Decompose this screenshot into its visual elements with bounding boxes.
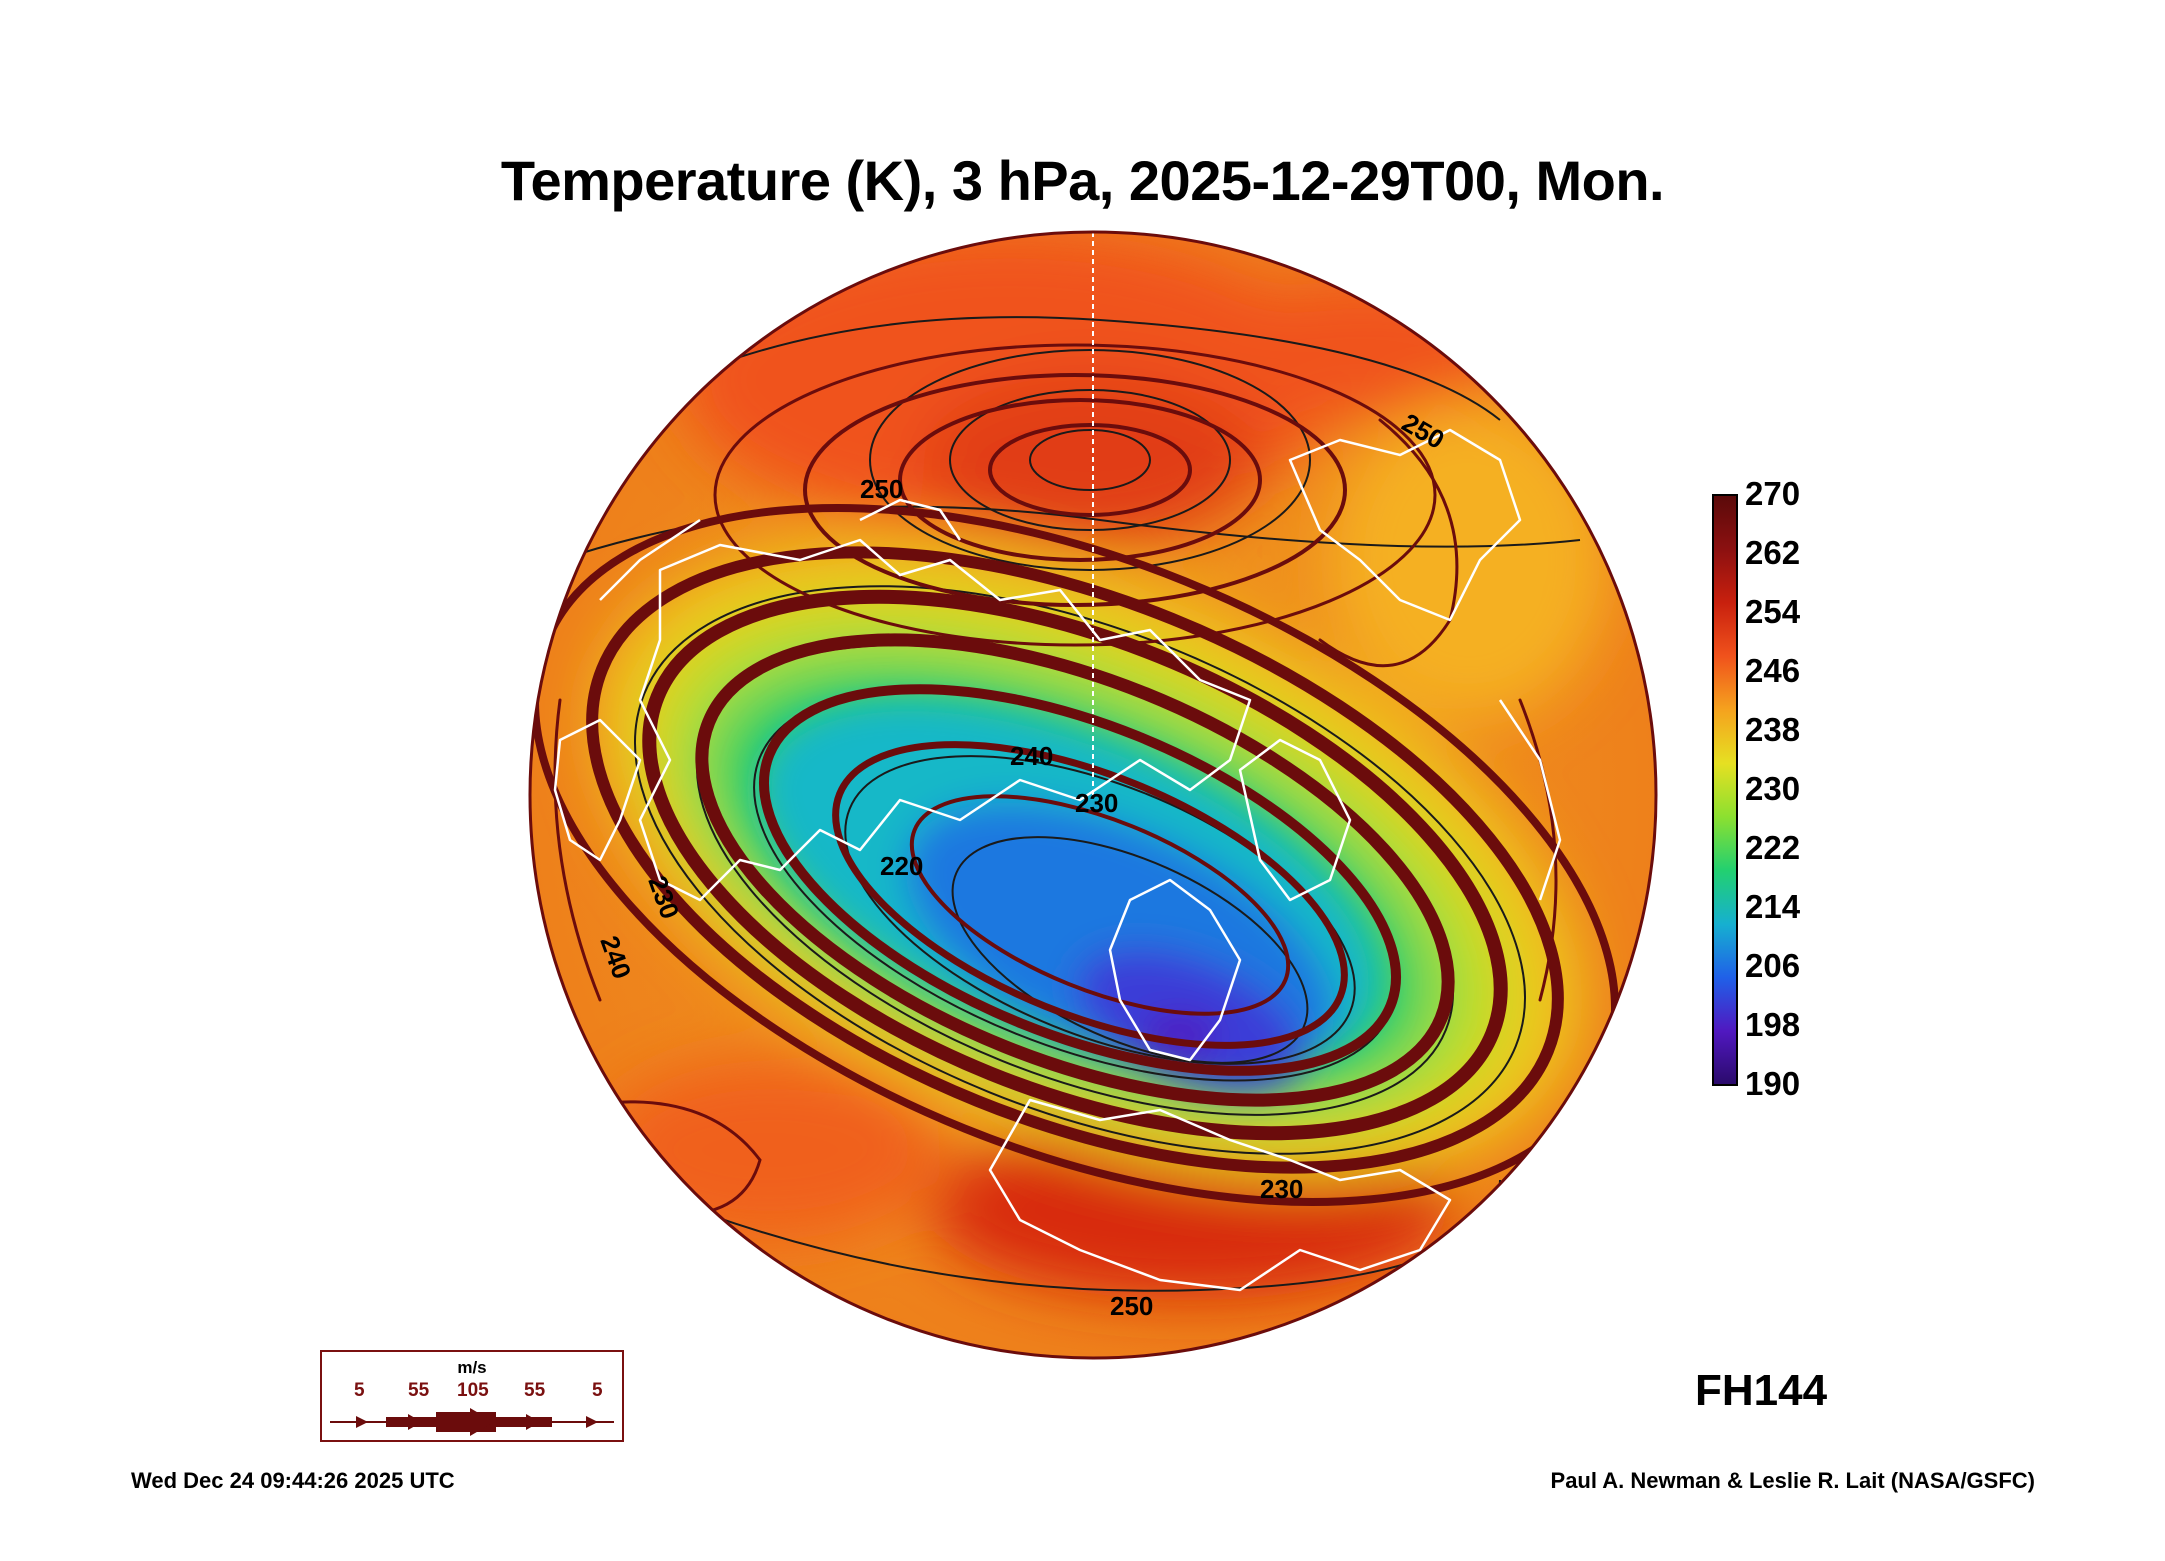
colorbar-label: 254 [1745,593,1801,630]
map-title: Temperature (K), 3 hPa, 2025-12-29T00, M… [500,149,1665,212]
colorbar-label: 246 [1745,652,1801,689]
wind-speed-legend: m/s 5 55 105 55 5 [320,1350,624,1442]
svg-text:230: 230 [1075,788,1118,818]
svg-text:250: 250 [1110,1291,1153,1321]
temperature-field: 250 250 240 230 220 230 240 230 250 240 [530,232,1656,1358]
coastlines [553,428,1562,1292]
wind-streamlines [531,343,1619,1216]
colorbar-label: 230 [1745,770,1801,807]
generation-timestamp: Wed Dec 24 09:44:26 2025 UTC [131,1468,455,1493]
credit-line: Paul A. Newman & Leslie R. Lait (NASA/GS… [1550,1468,2035,1493]
colorbar [1712,494,1738,1086]
wind-legend-value: 5 [354,1380,365,1401]
wind-legend-value: 55 [408,1380,430,1401]
svg-text:230: 230 [1260,1174,1303,1204]
svg-text:220: 220 [880,851,923,881]
colorbar-label: 222 [1745,829,1801,866]
colorbar-label: 270 [1745,475,1801,512]
svg-text:240: 240 [1010,741,1053,771]
wind-legend-arrow [330,1408,614,1436]
colorbar-label: 238 [1745,711,1801,748]
colorbar-label: 198 [1745,1006,1801,1043]
globe-outline [528,230,1658,1360]
colorbar-label: 206 [1745,947,1801,984]
wind-legend-value: 55 [524,1380,546,1401]
wind-legend-value: 105 [457,1380,489,1401]
colorbar-label: 214 [1745,888,1801,925]
colorbar-label: 190 [1745,1065,1801,1102]
forecast-hour-label: FH144 [1695,1366,1828,1415]
colorbar-label: 262 [1745,534,1801,571]
wind-legend-value: 5 [592,1380,603,1401]
svg-text:250: 250 [860,474,903,504]
wind-legend-unit: m/s [457,1358,487,1377]
